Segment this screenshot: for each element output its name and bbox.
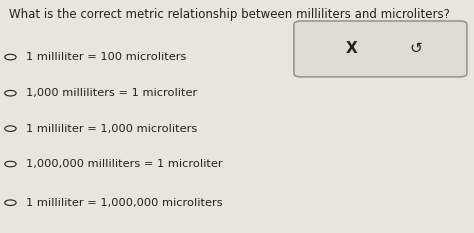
Text: 1 milliliter = 1,000 microliters: 1 milliliter = 1,000 microliters xyxy=(26,124,197,134)
FancyBboxPatch shape xyxy=(294,21,467,77)
Text: X: X xyxy=(346,41,358,56)
Text: 1 milliliter = 100 microliters: 1 milliliter = 100 microliters xyxy=(26,52,186,62)
Text: 1,000,000 milliliters = 1 microliter: 1,000,000 milliliters = 1 microliter xyxy=(26,159,223,169)
Text: 1 milliliter = 1,000,000 microliters: 1 milliliter = 1,000,000 microliters xyxy=(26,198,223,208)
Text: What is the correct metric relationship between milliliters and microliters?: What is the correct metric relationship … xyxy=(9,8,449,21)
Text: 1,000 milliliters = 1 microliter: 1,000 milliliters = 1 microliter xyxy=(26,88,197,98)
Text: ↺: ↺ xyxy=(409,41,422,56)
